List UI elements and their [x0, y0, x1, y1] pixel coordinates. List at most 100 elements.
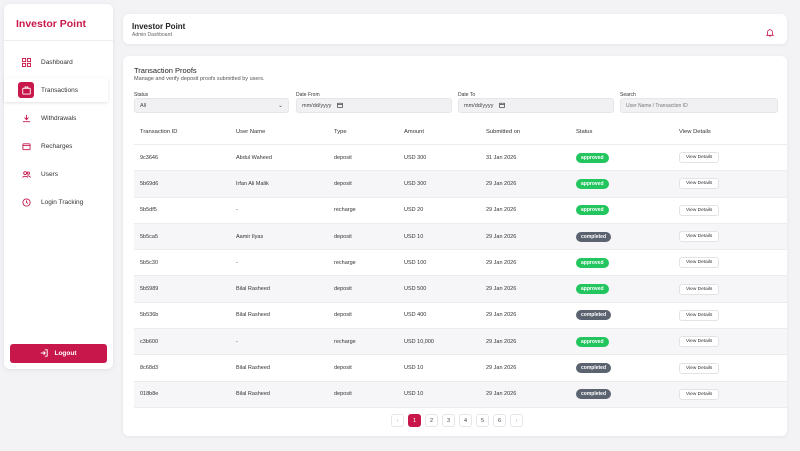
view-details-button[interactable]: View Details: [679, 283, 720, 295]
user-name-cell: Aamir Ilyas: [236, 233, 264, 240]
amount-cell: USD 300: [404, 180, 427, 187]
sidebar: Investor Point Dashboard Transactions Wi…: [4, 4, 113, 369]
logout-button[interactable]: Logout: [10, 344, 107, 363]
user-name-cell: -: [236, 338, 238, 345]
page-button[interactable]: 2: [425, 414, 438, 427]
column-header[interactable]: Amount: [404, 128, 424, 135]
submitted-on-cell: 29 Jan 2026: [486, 391, 517, 398]
transaction-type-cell: deposit: [334, 154, 352, 161]
sidebar-item-users[interactable]: Users: [4, 162, 113, 186]
transaction-type-cell: deposit: [334, 180, 352, 187]
transaction-type-cell: deposit: [334, 365, 352, 372]
user-name-cell: -: [236, 259, 238, 266]
status-select[interactable]: All ⌄: [134, 98, 289, 113]
column-header[interactable]: Submitted on: [486, 128, 521, 135]
action-cell: View Details: [673, 283, 783, 295]
transaction-id-cell: 5b5ca5: [140, 233, 159, 240]
page-button[interactable]: 3: [442, 414, 455, 427]
view-details-button[interactable]: View Details: [679, 152, 720, 164]
view-details-button[interactable]: View Details: [679, 257, 720, 269]
sidebar-item-label: Recharges: [41, 142, 73, 150]
page-button[interactable]: 6: [493, 414, 506, 427]
sidebar-item-withdrawals[interactable]: Withdrawals: [4, 106, 113, 130]
bell-icon[interactable]: [765, 24, 775, 37]
page-button[interactable]: 5: [476, 414, 489, 427]
prev-page-button[interactable]: ‹: [391, 414, 404, 427]
column-header[interactable]: Type: [334, 128, 347, 135]
column-header[interactable]: Transaction ID: [140, 128, 178, 135]
view-details-button[interactable]: View Details: [679, 231, 720, 243]
download-icon: [18, 110, 34, 126]
user-name-cell: Abdul Waheed: [236, 154, 272, 161]
transaction-id-cell: 5b5989: [140, 286, 159, 293]
logout-label: Logout: [54, 350, 77, 357]
transaction-id-cell: 8c68d3: [140, 365, 159, 372]
calendar-icon[interactable]: [337, 102, 344, 110]
sidebar-nav: Dashboard Transactions Withdrawals Recha…: [4, 50, 113, 218]
sidebar-item-transactions[interactable]: Transactions: [4, 78, 108, 102]
status-badge: approved: [576, 336, 609, 347]
submitted-on-cell: 29 Jan 2026: [486, 312, 517, 319]
view-details-button[interactable]: View Details: [679, 309, 720, 321]
status-cell: completed: [570, 363, 673, 374]
status-badge: completed: [576, 231, 612, 242]
action-cell: View Details: [673, 336, 783, 348]
submitted-on-cell: 29 Jan 2026: [486, 286, 517, 293]
page-button[interactable]: 1: [408, 414, 421, 427]
table-row: c3b600 - recharge USD 10,000 29 Jan 2026 appr…: [134, 329, 787, 356]
top-header: Investor Point Admin Dashboard: [123, 14, 787, 44]
sidebar-item-recharges[interactable]: Recharges: [4, 134, 113, 158]
view-details-button[interactable]: View Details: [679, 362, 720, 374]
transaction-type-cell: recharge: [334, 259, 356, 266]
date-from-label: Date From: [296, 92, 320, 98]
column-header[interactable]: View Details: [679, 128, 711, 135]
amount-cell: USD 300: [404, 154, 427, 161]
status-cell: approved: [570, 257, 673, 268]
action-cell: View Details: [673, 204, 783, 216]
pagination: ‹ 1 2 3 4 5 6 ›: [391, 414, 523, 427]
brand-logo: Investor Point: [16, 18, 87, 30]
status-cell: completed: [570, 310, 673, 321]
sidebar-item-label: Transactions: [41, 86, 78, 94]
calendar-icon[interactable]: [499, 102, 506, 110]
column-header[interactable]: Status: [576, 128, 593, 135]
date-to-field[interactable]: mm/dd/yyyy: [458, 98, 614, 113]
page-subtitle: Manage and verify deposit proofs submitt…: [134, 76, 265, 82]
transaction-proofs-card: Transaction Proofs Manage and verify dep…: [123, 56, 787, 436]
submitted-on-cell: 31 Jan 2026: [486, 154, 517, 161]
wallet-icon: [18, 138, 34, 154]
transaction-id-cell: 5b5c30: [140, 259, 159, 266]
clock-icon: [18, 194, 34, 210]
amount-cell: USD 100: [404, 259, 427, 266]
status-cell: completed: [570, 389, 673, 400]
sidebar-item-label: Users: [41, 170, 58, 178]
view-details-button[interactable]: View Details: [679, 336, 720, 348]
sidebar-item-label: Dashboard: [41, 58, 73, 66]
transaction-type-cell: recharge: [334, 207, 356, 214]
view-details-button[interactable]: View Details: [679, 204, 720, 216]
date-from-field[interactable]: mm/dd/yyyy: [296, 98, 452, 113]
sidebar-item-login-tracking[interactable]: Login Tracking: [4, 190, 113, 214]
status-badge: approved: [576, 178, 609, 189]
transaction-type-cell: deposit: [334, 233, 352, 240]
column-header[interactable]: User Name: [236, 128, 266, 135]
table-row: 018b8e Bilal Rasheed deposit USD 10 29 Jan 2…: [134, 381, 787, 408]
transaction-id-cell: 5b69d6: [140, 180, 159, 187]
transaction-id-cell: 018b8e: [140, 391, 159, 398]
search-input[interactable]: [626, 102, 772, 109]
submitted-on-cell: 29 Jan 2026: [486, 365, 517, 372]
page-button[interactable]: 4: [459, 414, 472, 427]
view-details-button[interactable]: View Details: [679, 178, 720, 190]
table-header-row: Transaction ID User Name Type Amount Sub…: [134, 119, 787, 145]
amount-cell: USD 10: [404, 391, 424, 398]
amount-cell: USD 500: [404, 286, 427, 293]
amount-cell: USD 400: [404, 312, 427, 319]
transaction-id-cell: c3b600: [140, 338, 159, 345]
status-cell: approved: [570, 336, 673, 347]
next-page-button[interactable]: ›: [510, 414, 523, 427]
view-details-button[interactable]: View Details: [679, 388, 720, 400]
table-row: 5b5989 Bilal Rasheed deposit USD 500 29 Jan …: [134, 276, 787, 303]
action-cell: View Details: [673, 388, 783, 400]
status-badge: approved: [576, 284, 609, 295]
sidebar-item-dashboard[interactable]: Dashboard: [4, 50, 113, 74]
